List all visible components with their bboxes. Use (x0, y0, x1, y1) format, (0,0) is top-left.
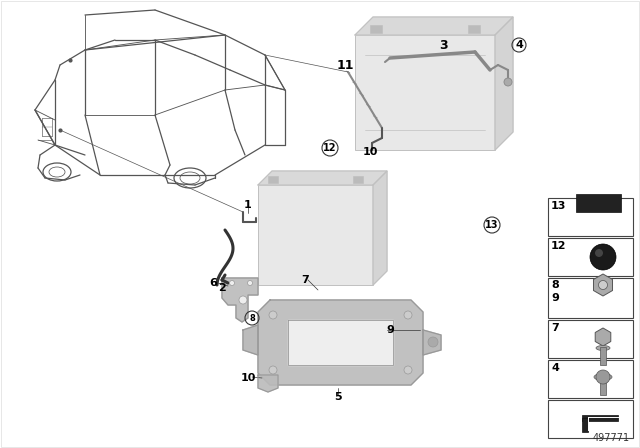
Polygon shape (593, 274, 612, 296)
Circle shape (590, 244, 616, 270)
Bar (600, 381, 606, 395)
Circle shape (598, 280, 607, 289)
Circle shape (239, 296, 247, 304)
Circle shape (595, 249, 603, 257)
Circle shape (404, 366, 412, 374)
Text: 9: 9 (386, 325, 394, 335)
Bar (582, 418, 588, 432)
Text: 8: 8 (551, 280, 559, 290)
Bar (548, 278, 633, 318)
Bar (548, 400, 633, 438)
Text: 497771: 497771 (593, 433, 630, 443)
Ellipse shape (596, 345, 610, 350)
Text: 12: 12 (551, 241, 566, 251)
Circle shape (269, 366, 277, 374)
Text: 11: 11 (336, 59, 354, 72)
Polygon shape (258, 300, 423, 385)
Bar (548, 198, 633, 236)
Polygon shape (288, 320, 393, 365)
Text: 13: 13 (485, 220, 499, 230)
Polygon shape (258, 171, 387, 185)
Circle shape (504, 78, 512, 86)
Polygon shape (222, 278, 258, 322)
Polygon shape (258, 375, 278, 392)
Bar (548, 360, 633, 398)
Polygon shape (243, 325, 258, 355)
Text: 9: 9 (551, 293, 559, 303)
Text: 4: 4 (515, 40, 523, 50)
Bar (370, 25, 382, 33)
Text: 7: 7 (301, 275, 309, 285)
Bar (576, 194, 621, 212)
Bar (353, 176, 363, 183)
Text: 1: 1 (244, 200, 252, 210)
Circle shape (404, 311, 412, 319)
Ellipse shape (594, 374, 612, 380)
Polygon shape (373, 171, 387, 285)
Text: 2: 2 (218, 283, 226, 293)
Bar (355, 35, 495, 150)
Text: 3: 3 (438, 39, 447, 52)
Bar (268, 176, 278, 183)
Circle shape (248, 280, 253, 285)
Text: 12: 12 (323, 143, 337, 153)
Polygon shape (595, 328, 611, 346)
Circle shape (230, 280, 234, 285)
Text: 7: 7 (551, 323, 559, 333)
Text: 8: 8 (249, 314, 255, 323)
Polygon shape (423, 330, 441, 355)
Polygon shape (355, 17, 513, 35)
Text: 4: 4 (551, 363, 559, 373)
Text: 6: 6 (209, 278, 217, 288)
Text: 13: 13 (551, 201, 566, 211)
Circle shape (596, 370, 610, 384)
Polygon shape (495, 17, 513, 150)
Circle shape (269, 311, 277, 319)
Text: 5: 5 (334, 392, 342, 402)
Text: 10: 10 (240, 373, 256, 383)
Bar (548, 320, 633, 358)
Circle shape (428, 337, 438, 347)
Text: 10: 10 (362, 147, 378, 157)
Bar (258, 185, 373, 285)
Bar (468, 25, 480, 33)
Bar (600, 347, 606, 365)
Bar (582, 415, 618, 421)
Bar (548, 238, 633, 276)
